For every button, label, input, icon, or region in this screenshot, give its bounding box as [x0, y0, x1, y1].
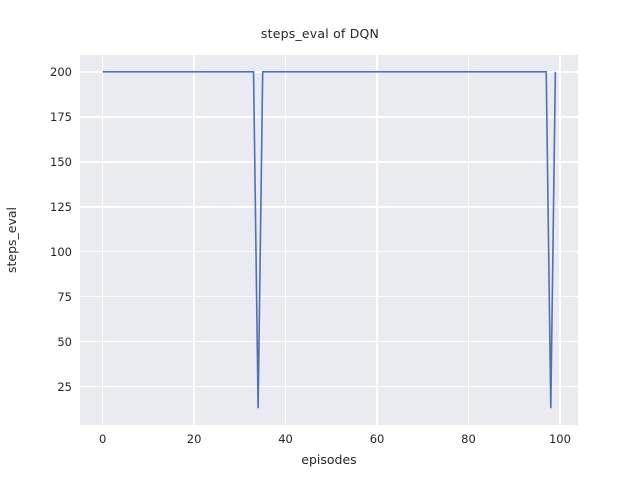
y-tick-label-25: 25	[57, 379, 72, 394]
gridline-horizontal-6	[80, 115, 578, 118]
series-polyline	[102, 71, 557, 409]
gridline-vertical-1	[193, 55, 195, 425]
x-tick-label-40: 40	[278, 432, 293, 446]
gridline-vertical-0	[101, 55, 104, 425]
y-tick-label-75: 75	[57, 289, 72, 304]
gridline-vertical-4	[467, 55, 470, 425]
gridline-horizontal-0	[80, 385, 578, 388]
x-tick-label-60: 60	[369, 432, 385, 446]
gridline-horizontal-5	[80, 160, 578, 163]
gridline-vertical-3	[376, 55, 378, 425]
gridline-horizontal-4	[80, 205, 578, 208]
plot-area	[80, 55, 578, 425]
y-tick-label-125: 125	[50, 199, 72, 214]
y-tick-label-150: 150	[50, 154, 72, 169]
x-tick-label-100: 100	[548, 432, 571, 446]
x-tick-label-80: 80	[461, 432, 476, 446]
y-tick-label-200: 200	[50, 64, 72, 79]
gridline-horizontal-2	[80, 295, 578, 298]
y-axis-ticks: 25 50 75 100 125 150 175 200	[0, 55, 72, 425]
y-tick-label-100: 100	[50, 244, 72, 259]
gridline-horizontal-3	[80, 250, 578, 253]
x-axis-ticks: 0 20 40 60 80 100	[80, 432, 578, 450]
data-line-series	[102, 71, 557, 409]
x-tick-label-0: 0	[98, 432, 107, 446]
y-tick-label-175: 175	[50, 109, 72, 124]
gridline-vertical-2	[284, 55, 287, 425]
y-tick-label-50: 50	[57, 334, 72, 349]
chart-title: steps_eval of DQN	[260, 26, 380, 41]
gridline-horizontal-1	[80, 340, 578, 343]
x-tick-label-20: 20	[186, 432, 202, 446]
x-axis-label: episodes	[301, 452, 357, 467]
y-axis-label: steps_eval	[4, 206, 19, 274]
gridline-vertical-5	[559, 55, 561, 425]
